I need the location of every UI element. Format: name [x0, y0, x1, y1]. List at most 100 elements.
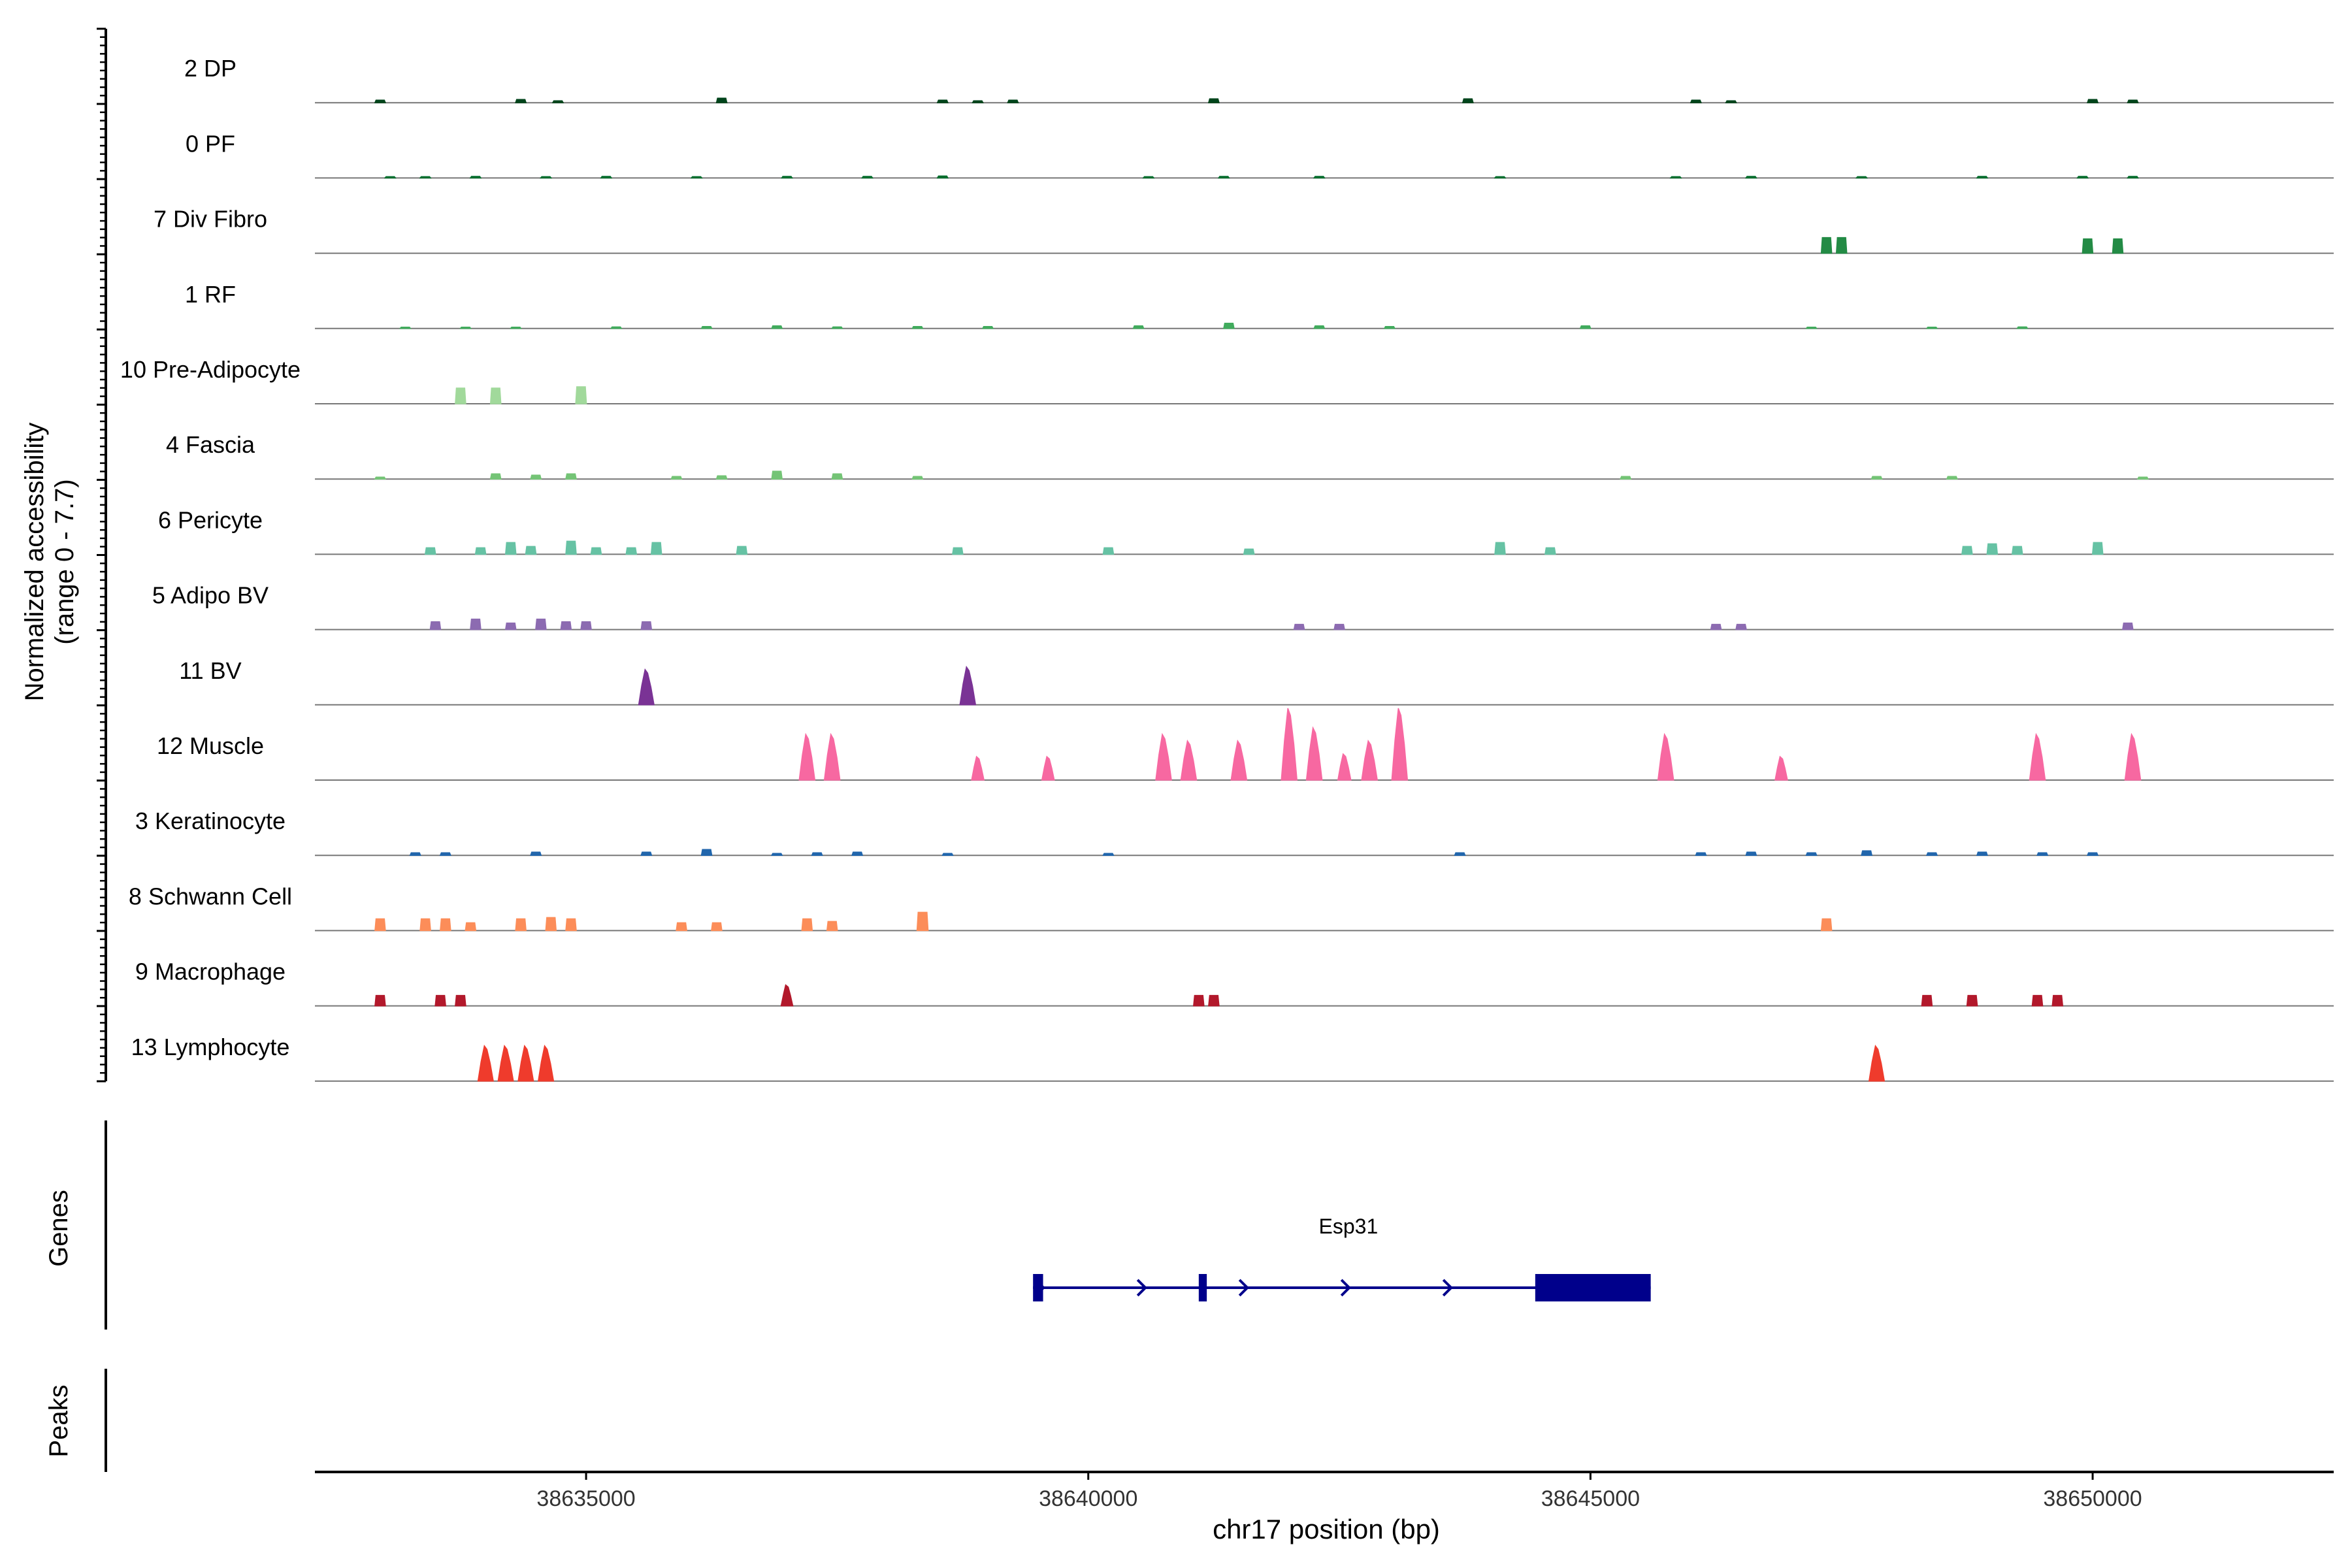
coverage-peak	[515, 918, 527, 932]
coverage-peak	[798, 732, 816, 781]
coverage-peak	[941, 853, 954, 856]
track-3: 7 Div Fibro	[154, 206, 2334, 254]
track-label: 9 Macrophage	[135, 958, 286, 985]
track-label: 5 Adipo BV	[152, 582, 269, 609]
coverage-peak	[504, 622, 517, 630]
coverage-peak	[711, 922, 723, 932]
track-13: 9 Macrophage	[135, 958, 2334, 1007]
x-tick-label: 38635000	[536, 1486, 635, 1511]
coverage-peak	[515, 99, 527, 103]
coverage-peak	[530, 474, 542, 480]
coverage-peak	[374, 994, 386, 1007]
strand-arrow	[1340, 1279, 1352, 1297]
peaks-track-label: Peaks	[44, 1384, 73, 1457]
coverage-peak	[1007, 99, 1019, 103]
coverage-peak	[465, 922, 477, 932]
coverage-peak	[374, 918, 386, 932]
coverage-peak	[1868, 1045, 1886, 1082]
coverage-peak	[1725, 100, 1737, 103]
coverage-peak	[2087, 99, 2099, 103]
track-8: 5 Adipo BV	[152, 582, 2334, 630]
x-tick-label: 38640000	[1039, 1486, 1137, 1511]
track-label: 13 Lymphocyte	[131, 1034, 290, 1060]
coverage-peak	[936, 99, 949, 103]
coverage-peak	[1462, 98, 1474, 103]
gene-exon	[1535, 1274, 1651, 1301]
coverage-peak	[1391, 708, 1409, 781]
coverage-peak	[2036, 852, 2049, 856]
track-label: 8 Schwann Cell	[129, 883, 292, 909]
coverage-peak	[1208, 994, 1220, 1007]
coverage-peak	[638, 668, 655, 706]
coverage-peak	[1180, 740, 1198, 781]
coverage-peak	[2124, 732, 2142, 781]
coverage-peak	[575, 386, 587, 404]
track-6: 4 Fascia	[166, 431, 2334, 480]
coverage-peak	[1305, 726, 1323, 781]
coverage-peak	[565, 918, 577, 932]
coverage-peak	[1544, 547, 1556, 555]
coverage-peak	[2091, 542, 2104, 555]
strand-arrow	[1136, 1279, 1148, 1297]
track-label: 11 BV	[179, 657, 241, 684]
coverage-peak	[1142, 176, 1155, 179]
gene-exon	[1033, 1274, 1043, 1301]
coverage-peak	[771, 470, 783, 480]
coverage-peak	[374, 99, 387, 103]
coverage-peak	[1230, 740, 1248, 781]
coverage-peak	[470, 618, 482, 630]
coverage-peak	[545, 917, 557, 932]
coverage-peak	[1620, 476, 1632, 480]
coverage-peak	[670, 476, 683, 480]
coverage-peak	[1223, 323, 1235, 329]
track-label: 0 PF	[186, 130, 235, 157]
coverage-peak	[565, 473, 577, 480]
coverage-peak	[952, 547, 964, 555]
coverage-peak	[2127, 176, 2139, 179]
track-label: 1 RF	[185, 281, 236, 308]
coverage-peak	[715, 475, 728, 480]
coverage-peak	[640, 851, 653, 856]
coverage-peak	[1207, 98, 1220, 103]
coverage-peak	[384, 176, 397, 179]
coverage-peak	[1735, 623, 1747, 630]
coverage-peak	[2127, 99, 2139, 103]
track-label: 3 Keratinocyte	[135, 808, 286, 834]
coverage-peak	[1861, 850, 1873, 856]
coverage-peak	[2029, 732, 2046, 781]
genes-track-label: Genes	[44, 1190, 73, 1267]
track-label: 6 Pericyte	[158, 506, 263, 533]
coverage-peak	[489, 473, 502, 480]
coverage-peak	[439, 852, 451, 856]
coverage-peak	[1041, 755, 1055, 781]
coverage-peak	[1102, 547, 1115, 555]
coverage-peak	[1870, 476, 1883, 480]
track-4: 1 RF	[185, 281, 2334, 329]
coverage-peak	[409, 852, 421, 856]
coverage-peak	[959, 665, 977, 706]
gene-exon	[1198, 1274, 1207, 1301]
track-7: 6 Pericyte	[158, 506, 2334, 555]
coverage-peak	[1690, 99, 1702, 103]
coverage-peak	[540, 176, 553, 179]
track-1: 2 DP	[184, 55, 2334, 104]
coverage-peak	[770, 853, 783, 856]
coverage-peak	[811, 852, 823, 856]
coverage-peak	[455, 994, 466, 1007]
y-axis	[97, 27, 107, 1083]
coverage-peak	[972, 100, 984, 103]
coverage-peak	[1774, 755, 1788, 781]
coverage-peak	[700, 326, 713, 329]
strand-arrow	[1442, 1279, 1454, 1297]
track-label: 10 Pre-Adipocyte	[120, 356, 301, 383]
coverage-peak	[1579, 325, 1592, 329]
coverage-peak	[565, 540, 577, 555]
coverage-peak	[1193, 994, 1205, 1007]
coverage-peak	[780, 984, 794, 1007]
track-label: 7 Div Fibro	[154, 206, 267, 233]
coverage-peak	[477, 1045, 494, 1082]
coverage-peak	[489, 387, 502, 404]
coverage-peak	[1805, 852, 1818, 856]
gene-name-label: Esp31	[1319, 1215, 1379, 1238]
coverage-peak	[1657, 732, 1674, 781]
